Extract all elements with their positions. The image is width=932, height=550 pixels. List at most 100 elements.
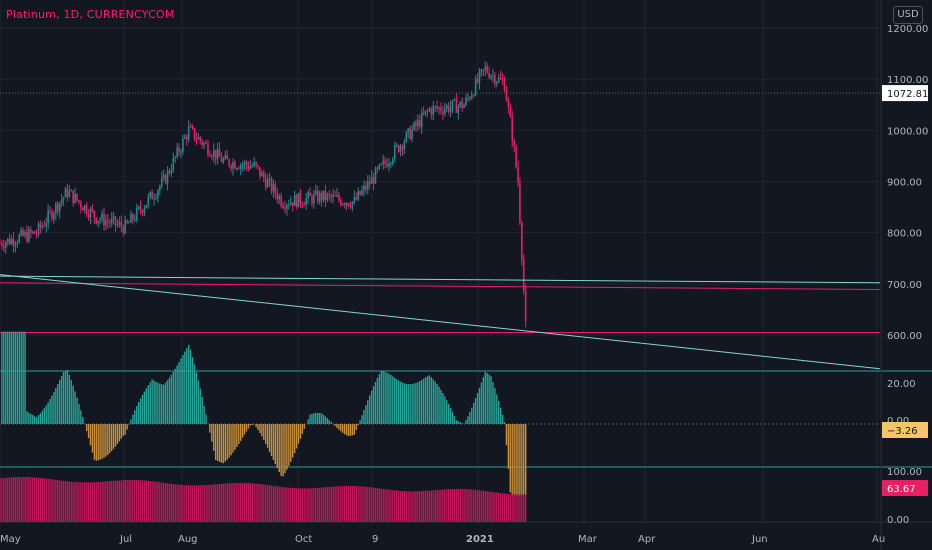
candle-body	[388, 163, 390, 167]
rsi-bar	[85, 482, 88, 522]
oscillator-bar	[12, 331, 15, 424]
rsi-bar	[255, 483, 257, 522]
rsi-bar	[251, 483, 253, 522]
oscillator-bar	[243, 424, 246, 435]
candle-body	[245, 162, 248, 166]
candle-body	[128, 222, 130, 224]
oscillator-bar	[170, 374, 173, 424]
currency-button[interactable]: USD	[893, 6, 923, 24]
oscillator-bar	[118, 424, 121, 442]
candle-body	[112, 216, 115, 219]
candle-body	[496, 81, 498, 84]
candle-body	[18, 235, 21, 243]
trendline	[0, 275, 881, 284]
x-axis-label: 9	[372, 534, 378, 545]
rsi-bar	[238, 482, 240, 522]
candle-body	[492, 74, 494, 76]
rsi-bar	[105, 481, 107, 522]
oscillator-bar	[353, 424, 356, 435]
rsi-bar	[403, 491, 406, 522]
candle-body	[197, 137, 200, 140]
oscillator-bar	[355, 424, 357, 431]
candle-body	[440, 107, 442, 112]
oscillator-bar	[78, 403, 80, 424]
rsi-bar	[245, 483, 248, 522]
candle-body	[486, 66, 488, 73]
rsi-bar	[434, 490, 436, 522]
candle-body	[159, 186, 161, 191]
oscillator-bar	[105, 424, 107, 457]
rsi-bar	[266, 485, 269, 522]
oscillator-bar	[74, 391, 76, 424]
oscillator-bar	[334, 424, 336, 426]
candle-body	[41, 225, 44, 228]
rsi-bar	[359, 486, 361, 522]
rsi-bar	[293, 488, 296, 522]
oscillator-bar	[376, 377, 379, 424]
rsi-bar	[261, 484, 263, 522]
oscillator-bar	[116, 424, 119, 444]
oscillator-bar	[524, 424, 527, 496]
candle-body	[299, 192, 302, 204]
candle-body	[353, 197, 356, 202]
rsi-bar	[349, 485, 352, 522]
oscillator-bar	[14, 331, 17, 424]
rsi-bar	[126, 480, 128, 522]
oscillator-bar	[37, 415, 40, 424]
candle-body	[434, 106, 436, 108]
candle-body	[426, 110, 429, 112]
candle-body	[338, 195, 340, 200]
candle-body	[24, 231, 26, 236]
oscillator-bar	[168, 377, 171, 424]
oscillator-bar	[349, 424, 352, 436]
rsi-bar	[22, 476, 24, 522]
candle-body	[35, 233, 38, 235]
rsi-bar	[357, 486, 359, 522]
rsi-bar	[195, 485, 198, 522]
rsi-bar	[20, 476, 22, 522]
oscillator-bar	[363, 410, 365, 424]
rsi-bar	[447, 489, 450, 522]
oscillator-bar	[472, 402, 475, 424]
rsi-bar	[386, 489, 388, 522]
rsi-bar	[501, 493, 504, 522]
rsi-bar	[110, 480, 113, 522]
rsi-bar	[180, 484, 182, 522]
oscillator-bar	[247, 424, 250, 429]
rsi-bar	[515, 494, 517, 522]
oscillator-value-tag: −3.26	[887, 426, 918, 437]
oscillator-bar	[369, 395, 371, 424]
oscillator-bar	[268, 424, 271, 452]
rsi-bar	[397, 490, 400, 522]
rsi-bar	[463, 488, 465, 522]
candle-body	[74, 193, 76, 203]
candle-body	[118, 221, 121, 225]
rsi-bar	[214, 484, 217, 522]
rsi-bar	[26, 477, 28, 522]
oscillator-bar	[64, 370, 67, 424]
candle-body	[70, 190, 73, 192]
rsi-bar	[265, 484, 267, 522]
candle-body	[157, 190, 159, 198]
candle-body	[4, 242, 7, 248]
oscillator-bar	[521, 424, 523, 496]
rsi-bar	[168, 483, 171, 522]
candle-body	[193, 128, 196, 140]
candle-body	[101, 213, 103, 220]
rsi-bar	[87, 482, 90, 522]
candle-body	[370, 177, 373, 185]
rsi-bar	[424, 490, 427, 522]
x-axis-label: May	[0, 534, 21, 545]
trendline	[0, 274, 881, 370]
oscillator-bar	[290, 424, 292, 462]
rsi-bar	[519, 494, 521, 522]
oscillator-bar	[149, 382, 151, 424]
rsi-bar	[170, 483, 173, 522]
candle-body	[316, 190, 319, 203]
candle-body	[214, 150, 217, 159]
rsi-bar	[270, 485, 273, 522]
oscillator-bar	[342, 424, 344, 433]
candle-body	[16, 242, 19, 245]
